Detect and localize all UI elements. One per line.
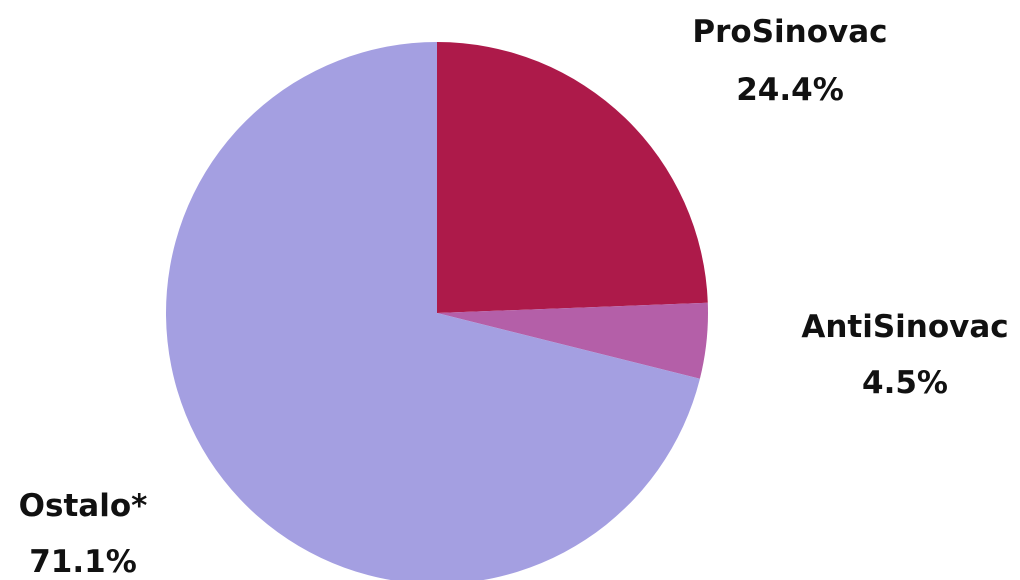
slice-label-antisinovac-name: AntiSinovac <box>801 309 1008 345</box>
pie-slices <box>166 42 708 580</box>
slice-label-ostalo-name: Ostalo* <box>19 488 148 524</box>
slice-label-antisinovac-value: 4.5% <box>862 365 948 401</box>
pie-slice-antisinovac <box>437 302 708 379</box>
pie-slice-prosinovac <box>437 42 708 313</box>
slice-label-prosinovac-value: 24.4% <box>736 72 844 108</box>
pie-slice-ostalo <box>166 42 700 580</box>
slice-label-prosinovac-name: ProSinovac <box>692 14 887 50</box>
slice-label-ostalo-value: 71.1% <box>29 544 137 580</box>
